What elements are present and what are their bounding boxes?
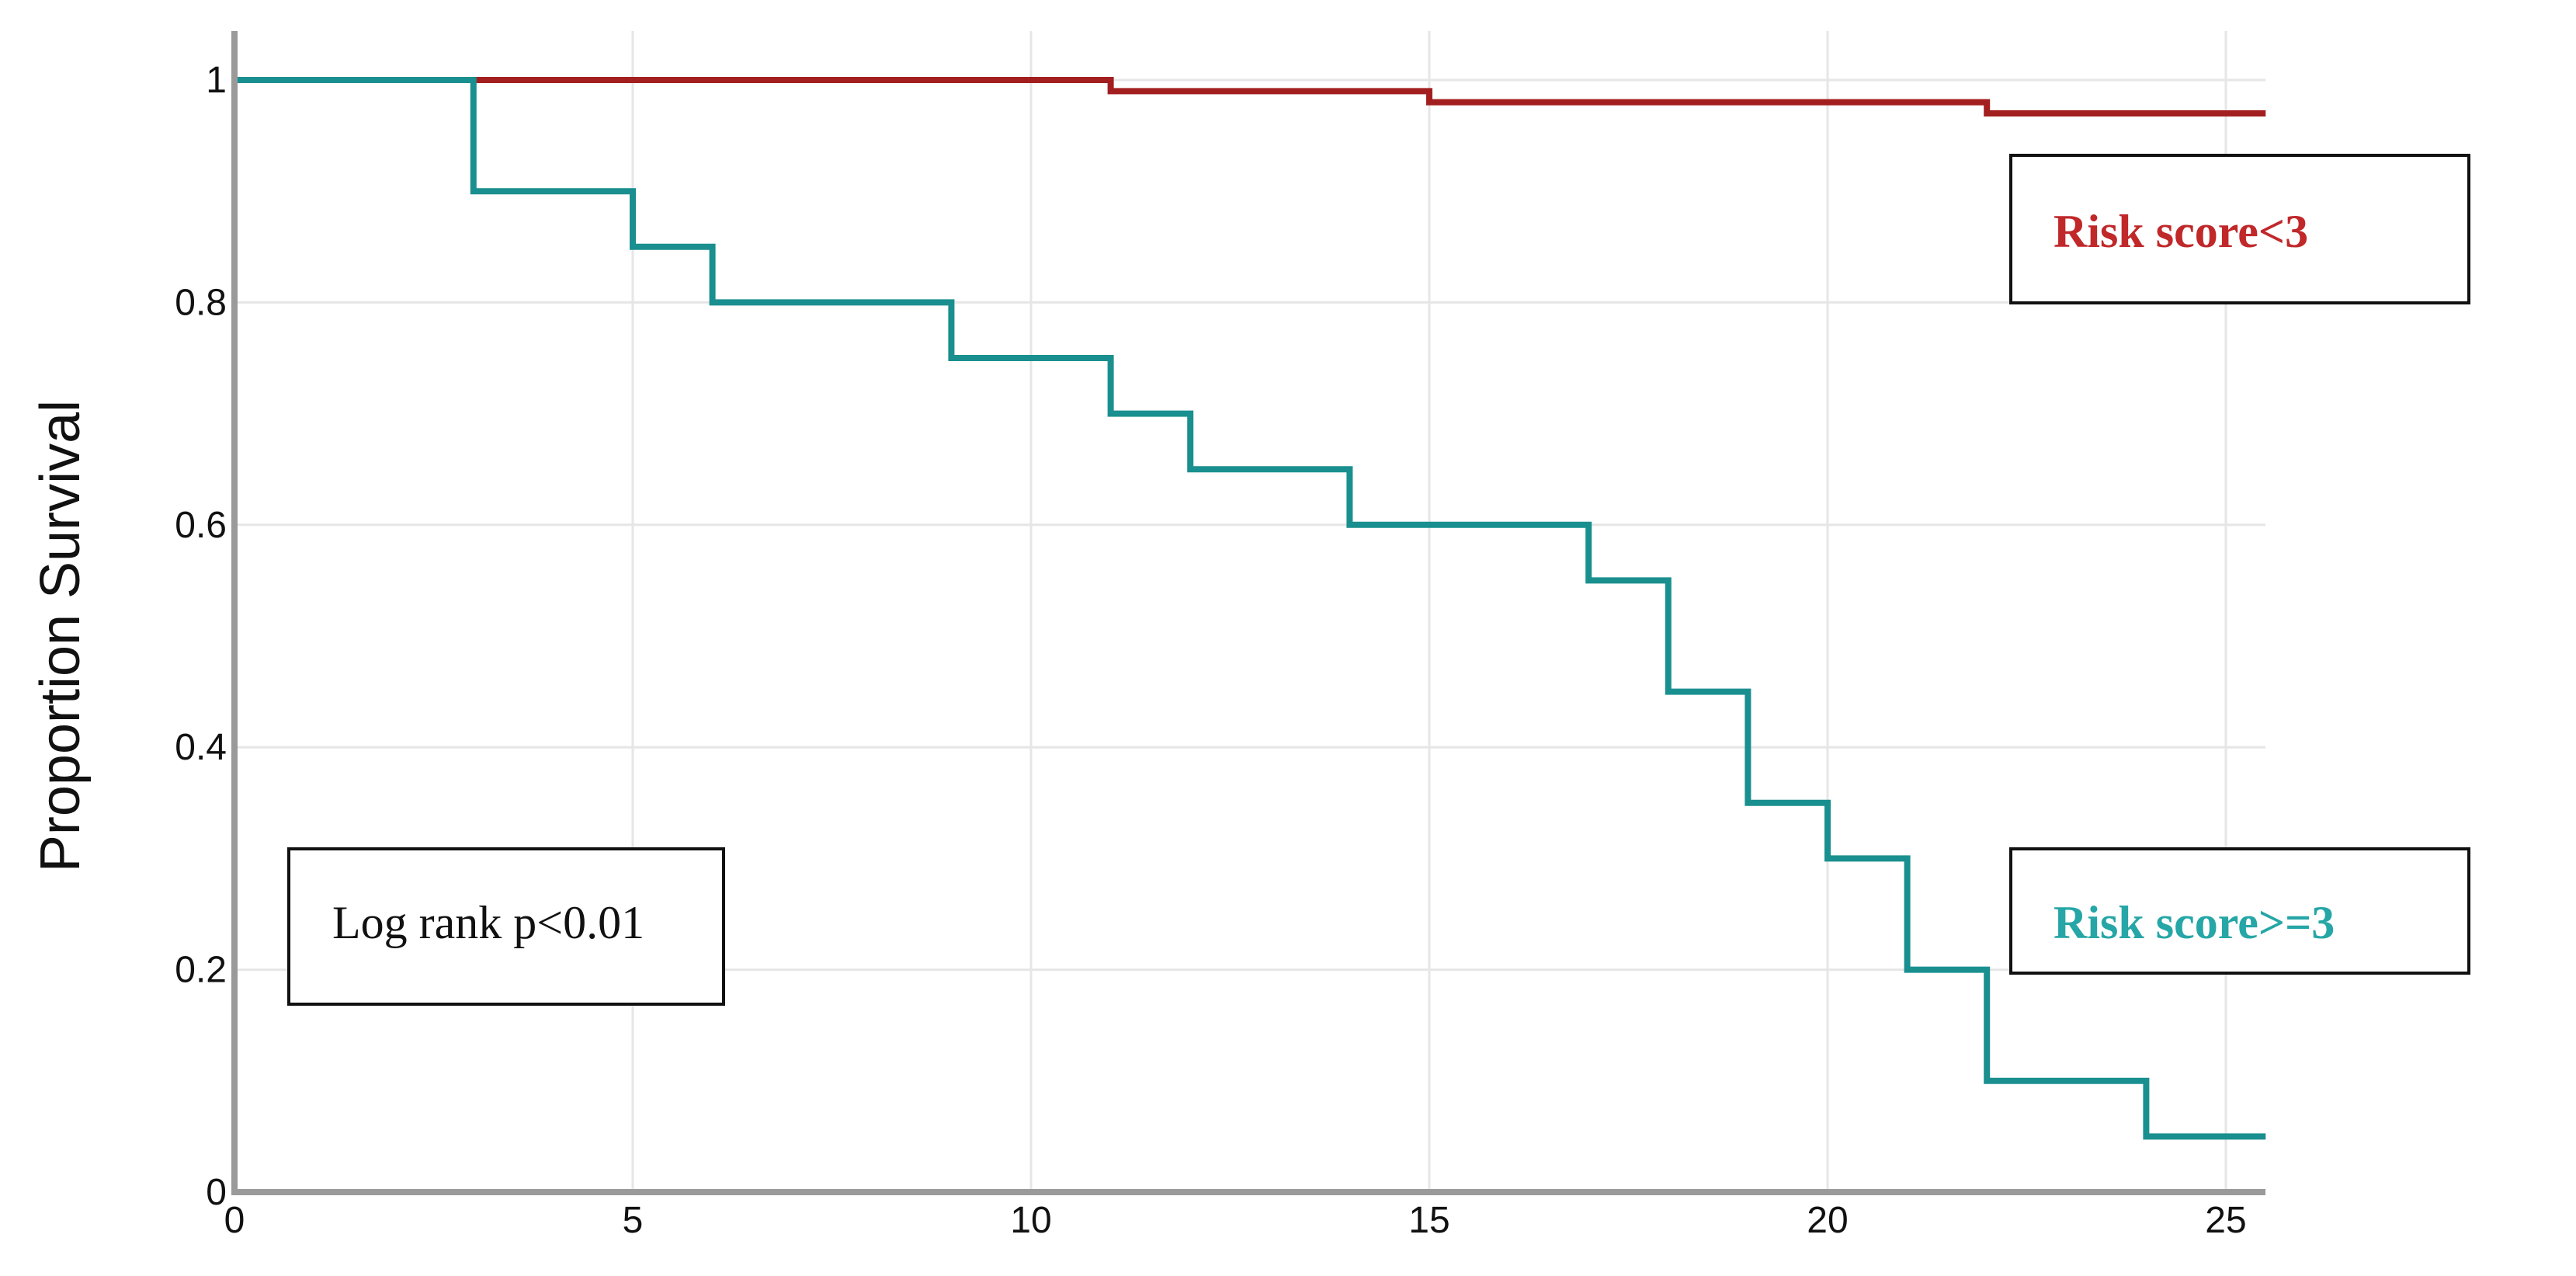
series-lines bbox=[234, 77, 2266, 1140]
annotation-box-top-right bbox=[2009, 154, 2470, 304]
x-tick-label-1: 5 bbox=[623, 1200, 644, 1241]
x-tick-label-2: 10 bbox=[1010, 1200, 1051, 1241]
series-line-high-risk bbox=[234, 77, 2266, 1140]
y-tick-label-5: 1 bbox=[206, 60, 227, 101]
series-line-low-risk bbox=[234, 77, 2266, 116]
annotation-text-bottom-right: Risk score>=3 bbox=[2054, 897, 2335, 948]
annotation-text-bottom-left: Log rank p<0.01 bbox=[332, 897, 644, 948]
annotations: Risk score<3 Risk score>=3 Log rank p<0.01 bbox=[287, 154, 2470, 1006]
grid bbox=[234, 31, 2265, 1192]
y-tick-label-1: 0.2 bbox=[175, 950, 227, 991]
tick-labels: 0 5 10 15 20 25 0 0.2 0.4 0.6 0.8 1 bbox=[175, 60, 2246, 1241]
x-tick-label-4: 20 bbox=[1807, 1200, 1848, 1241]
y-tick-label-0: 0 bbox=[206, 1172, 227, 1213]
y-tick-label-4: 0.8 bbox=[175, 282, 227, 323]
x-tick-label-3: 15 bbox=[1408, 1200, 1449, 1241]
x-tick-label-5: 25 bbox=[2205, 1200, 2246, 1241]
annotation-box-bottom-right bbox=[2009, 847, 2470, 975]
y-tick-label-2: 0.4 bbox=[175, 727, 227, 768]
y-axis-title: Proportion Survival bbox=[30, 400, 92, 872]
annotation-box-bottom-left bbox=[287, 847, 725, 1006]
axes bbox=[231, 31, 2265, 1195]
y-tick-label-3: 0.6 bbox=[175, 505, 227, 546]
x-tick-label-0: 0 bbox=[224, 1200, 245, 1241]
annotation-text-top-right: Risk score<3 bbox=[2054, 206, 2308, 257]
